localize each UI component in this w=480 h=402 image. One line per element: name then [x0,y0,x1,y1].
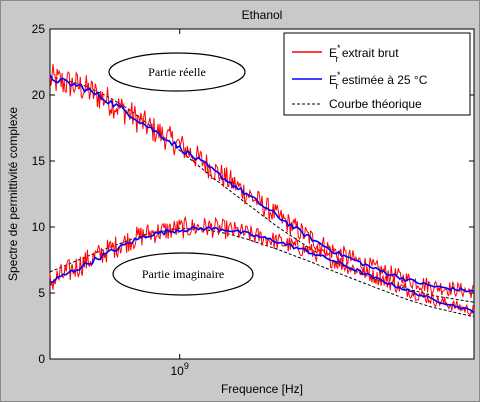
y-tick-label: 15 [32,154,46,168]
y-tick-label: 20 [32,88,46,102]
y-tick-label: 5 [38,286,45,300]
x-axis-ticks: 109 [170,29,189,378]
x-tick-exponent: 9 [184,361,189,371]
x-tick-label: 109 [170,361,188,378]
y-tick-label: 25 [32,22,46,36]
series-line-extrait_brut-imaginaire [49,215,475,318]
chart-title: Ethanol [242,8,283,22]
annotation-text: Partie réelle [148,65,206,79]
legend-label: Courbe théorique [329,97,422,111]
y-tick-label: 0 [38,352,45,366]
y-tick-label: 10 [32,220,46,234]
legend-label: E* r estimée à 25 °C [329,70,428,91]
legend: E* r extrait brut E* r estimée à 25 °C Cou… [283,32,471,116]
series-line-estimee_25C-reelle [49,74,475,293]
legend-entry-extrait-brut: E* r extrait brut [292,43,399,64]
y-axis-label: Spectre de permittivité complexe [6,107,20,281]
series-line-estimee_25C-imaginaire [50,226,475,314]
series-layer [49,64,475,318]
series-line-extrait_brut-reelle [49,64,475,299]
legend-entry-estimee: E* r estimée à 25 °C [292,70,428,91]
x-tick-base: 10 [170,364,184,378]
legend-label: E* r extrait brut [329,43,399,64]
legend-box [283,32,471,116]
legend-entry-courbe-theorique: Courbe théorique [292,97,422,111]
annotation-partie-imaginaire: Partie imaginaire [112,252,254,296]
x-axis-label: Frequence [Hz] [221,382,303,396]
annotation-ellipse [108,52,246,92]
annotation-ellipse [112,252,254,296]
y-axis-ticks: 0 5 10 15 20 25 [32,22,474,366]
annotation-partie-reelle: Partie réelle [108,52,246,92]
annotation-text: Partie imaginaire [142,267,224,281]
